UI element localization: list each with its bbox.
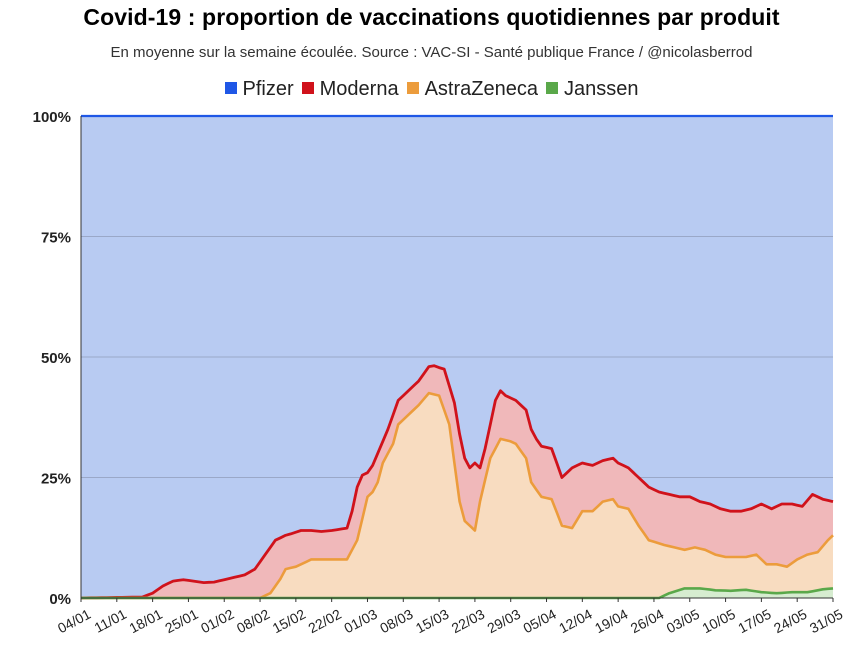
x-tick-label: 12/04 <box>556 606 595 637</box>
legend-item-pfizer: Pfizer <box>224 78 294 101</box>
legend-label-pfizer: Pfizer <box>242 78 294 100</box>
legend-swatch-janssen <box>545 82 558 94</box>
legend-label-moderna: Moderna <box>319 78 399 100</box>
x-tick-label: 01/03 <box>341 606 380 637</box>
x-tick-label: 05/04 <box>520 606 559 637</box>
legend-label-astrazeneca: AstraZeneca <box>424 78 538 100</box>
legend-label-janssen: Janssen <box>563 78 639 100</box>
x-tick-label: 25/01 <box>162 606 201 637</box>
x-tick-label: 04/01 <box>55 606 94 637</box>
x-tick-label: 22/02 <box>306 606 345 637</box>
y-axis: 0% 25% 50% 75% 100% <box>33 109 71 608</box>
x-tick-label: 08/03 <box>377 606 416 637</box>
legend-item-janssen: Janssen <box>545 78 639 101</box>
area-astrazeneca <box>81 393 833 598</box>
x-tick-label: 01/02 <box>198 606 237 637</box>
y-tick-label: 50% <box>41 350 71 367</box>
y-tick-label: 100% <box>33 109 71 126</box>
y-tick-label: 25% <box>41 471 71 488</box>
x-tick-label: 17/05 <box>735 606 774 637</box>
x-tick-label: 22/03 <box>449 606 488 637</box>
x-tick-label: 15/02 <box>270 606 309 637</box>
x-tick-label: 11/01 <box>92 606 130 636</box>
legend-swatch-pfizer <box>224 82 237 94</box>
x-tick-label: 31/05 <box>807 606 846 637</box>
chart-title: Covid-19 : proportion de vaccinations qu… <box>83 4 780 30</box>
x-tick-label: 15/03 <box>413 606 452 637</box>
legend-item-astrazeneca: AstraZeneca <box>406 78 538 101</box>
legend-swatch-moderna <box>301 82 314 94</box>
line-moderna <box>80 364 834 600</box>
x-tick-label: 26/04 <box>628 606 667 637</box>
y-tick-label: 0% <box>49 591 71 608</box>
legend-swatch-astrazeneca <box>406 82 419 94</box>
x-tick-label: 10/05 <box>699 606 738 637</box>
chart-legend: Pfizer Moderna AstraZeneca Janssen <box>0 78 863 101</box>
area-janssen <box>81 588 833 598</box>
x-axis: 04/0111/0118/0125/0101/0208/0215/0222/02… <box>55 598 846 637</box>
x-tick-label: 18/01 <box>126 606 165 637</box>
x-tick-label: 19/04 <box>592 606 631 637</box>
x-tick-label: 03/05 <box>664 606 703 637</box>
x-tick-label: 08/02 <box>234 606 273 637</box>
plot-area <box>80 114 834 600</box>
x-tick-label: 29/03 <box>485 606 524 637</box>
legend-item-moderna: Moderna <box>301 78 399 101</box>
chart-subtitle: En moyenne sur la semaine écoulée. Sourc… <box>110 44 753 61</box>
x-tick-label: 24/05 <box>771 606 810 637</box>
y-tick-label: 75% <box>41 230 71 247</box>
